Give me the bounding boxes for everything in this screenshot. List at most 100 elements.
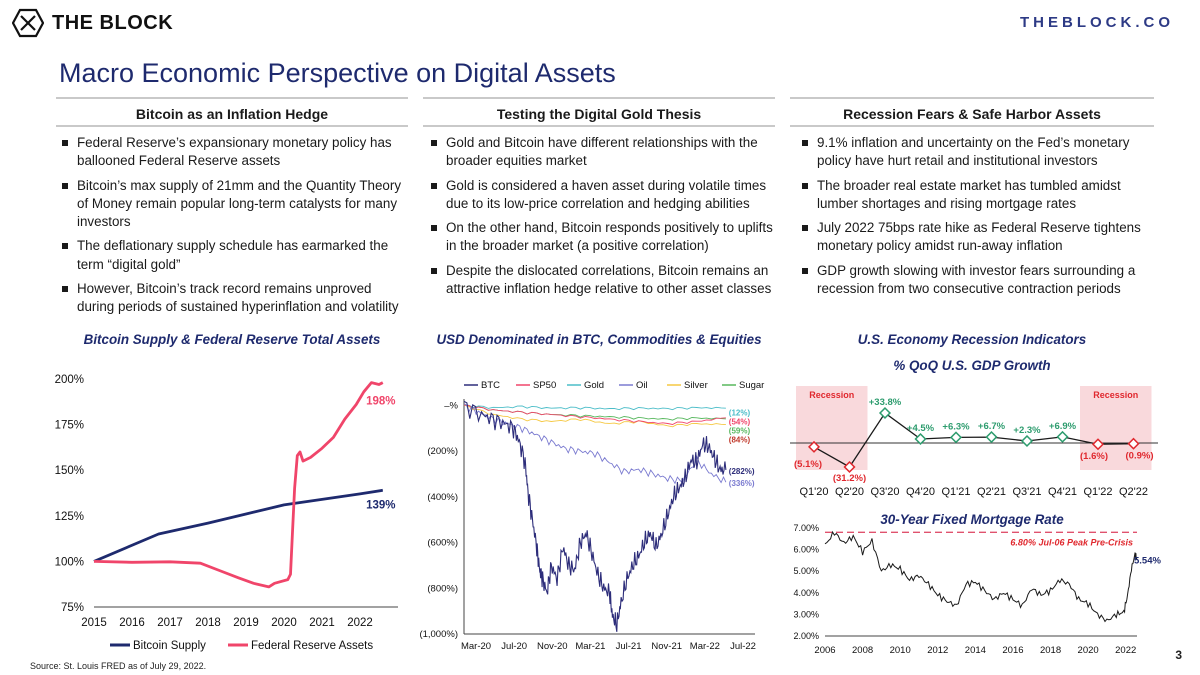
site-link[interactable]: THEBLOCK.CO (1020, 14, 1174, 31)
x-tick-label: 2016 (119, 617, 145, 629)
gdp-value-label: (1.6%) (1080, 451, 1108, 462)
x-tick-label: Jul-22 (730, 641, 756, 652)
gdp-point (1020, 434, 1034, 447)
x-tick-label: Q2'20 (835, 486, 864, 498)
x-tick-label: Q1'22 (1083, 486, 1112, 498)
legend-label: Sugar (739, 380, 764, 391)
y-tick-label: 175% (55, 420, 84, 432)
column-heading-inflation-hedge: Bitcoin as an Inflation Hedge (56, 97, 408, 127)
x-tick-label: Nov-20 (537, 641, 568, 652)
block-logo-icon (12, 8, 44, 38)
x-tick-label: 2006 (814, 645, 835, 656)
x-tick-label: Jul-20 (501, 641, 527, 652)
legend-label: Federal Reserve Assets (251, 640, 373, 652)
list-item: Federal Reserve’s expansionary monetary … (60, 134, 412, 171)
page-number: 3 (1175, 648, 1182, 662)
bullet-list-inflation-hedge: Federal Reserve’s expansionary monetary … (60, 134, 412, 323)
gdp-point (1056, 430, 1069, 443)
end-value-label: (59%) (729, 426, 751, 435)
list-item: Gold is considered a haven asset during … (429, 177, 781, 214)
legend-label: Silver (684, 380, 708, 391)
x-tick-label: Q4'20 (906, 486, 935, 498)
list-item: Gold and Bitcoin have different relation… (429, 134, 781, 171)
source-note: Source: St. Louis FRED as of July 29, 20… (30, 661, 207, 671)
gdp-point (1127, 437, 1140, 450)
end-value-label: 198% (366, 396, 395, 408)
x-tick-label: 2010 (890, 645, 911, 656)
gdp-point (985, 431, 998, 444)
x-tick-label: Nov-21 (651, 641, 682, 652)
list-item: GDP growth slowing with investor fears s… (800, 262, 1156, 299)
y-tick-label: 3.00% (793, 609, 819, 619)
y-tick-label: 4.00% (793, 588, 819, 598)
bullet-list-digital-gold: Gold and Bitcoin have different relation… (429, 134, 781, 304)
legend-label: Gold (584, 380, 604, 391)
gdp-value-label: +6.7% (978, 421, 1006, 432)
x-tick-label: 2018 (1040, 645, 1061, 656)
y-tick-label: (400%) (427, 492, 458, 503)
series-line-gold (463, 404, 726, 411)
x-tick-label: 2019 (233, 617, 259, 629)
chart-gdp: Recession Recession (5.1%) Q1'20 (31.2%) Q2'2… (790, 386, 1158, 498)
x-tick-label: Mar-22 (690, 641, 720, 652)
end-value-label: (12%) (729, 408, 751, 417)
list-item: On the other hand, Bitcoin responds posi… (429, 219, 781, 256)
y-tick-label: (600%) (427, 538, 458, 549)
end-value-label: (282%) (729, 467, 755, 476)
gdp-point (807, 440, 821, 453)
y-tick-label: 125% (55, 511, 84, 523)
x-tick-label: 2017 (157, 617, 183, 629)
page-title: Macro Economic Perspective on Digital As… (59, 58, 616, 88)
gdp-value-label: (31.2%) (833, 473, 866, 484)
y-tick-label: 6.00% (793, 545, 819, 555)
x-tick-label: 2018 (195, 617, 221, 629)
end-value-label: (54%) (729, 417, 751, 426)
x-tick-label: 2022 (1115, 645, 1136, 656)
series-line-fed-assets (93, 381, 384, 589)
end-value-label: 139% (366, 499, 395, 511)
chart-supply: 200% 175% 150% 125% 100% 75% 2015 2016 2017 2018 2… (55, 374, 398, 652)
chart-title-mortgage: 30-Year Fixed Mortgage Rate (880, 512, 1064, 527)
legend-label: Bitcoin Supply (133, 640, 206, 652)
gdp-line (813, 412, 1134, 468)
recession-band (1080, 386, 1152, 470)
mortgage-rate-line (824, 530, 1138, 623)
x-tick-label: Q2'21 (977, 486, 1006, 498)
x-tick-label: Q3'20 (870, 486, 899, 498)
list-item: The broader real estate market has tumbl… (800, 177, 1156, 214)
x-tick-label: 2012 (927, 645, 948, 656)
x-tick-label: 2016 (1002, 645, 1023, 656)
peak-reference-label: 6.80% Jul-06 Peak Pre-Crisis (1010, 537, 1133, 547)
x-tick-label: 2020 (1078, 645, 1099, 656)
y-tick-label: (800%) (427, 583, 458, 594)
legend-label: Oil (636, 380, 648, 391)
column-heading-digital-gold: Testing the Digital Gold Thesis (423, 97, 775, 127)
list-item: July 2022 75bps rate hike as Federal Res… (800, 219, 1156, 256)
y-tick-label: 75% (61, 602, 84, 614)
list-item: Bitcoin’s max supply of 21mm and the Qua… (60, 177, 412, 232)
chart-mortgage: 7.00% 6.00% 5.00% 4.00% 3.00% 2.00% 2006 2008 20… (793, 523, 1161, 656)
y-tick-label: 150% (55, 465, 84, 477)
logo: THE BLOCK (12, 8, 173, 38)
gdp-value-label: +2.3% (1013, 425, 1041, 436)
y-tick-label: 2.00% (793, 631, 819, 641)
series-line-oil (463, 403, 727, 485)
y-tick-label: (200%) (427, 446, 458, 457)
x-tick-label: Q4'21 (1048, 486, 1077, 498)
gdp-point (878, 406, 892, 420)
y-tick-label: –% (444, 400, 458, 411)
chart-title-gdp: U.S. Economy Recession Indicators (857, 332, 1087, 347)
x-tick-label: 2015 (81, 617, 107, 629)
recession-label: Recession (809, 390, 854, 400)
recession-label: Recession (1093, 390, 1138, 400)
series-line-bitcoin-supply (93, 488, 384, 563)
y-tick-label: 5.00% (793, 566, 819, 576)
gdp-value-label: (5.1%) (794, 459, 822, 470)
x-tick-label: Q1'20 (799, 486, 828, 498)
chart-subtitle-gdp: % QoQ U.S. GDP Growth (893, 358, 1051, 373)
legend-label: BTC (481, 380, 500, 391)
gdp-point (1091, 438, 1105, 451)
y-tick-label: 7.00% (793, 523, 819, 533)
list-item: The deflationary supply schedule has ear… (60, 237, 412, 274)
series-line-silver (463, 404, 726, 428)
